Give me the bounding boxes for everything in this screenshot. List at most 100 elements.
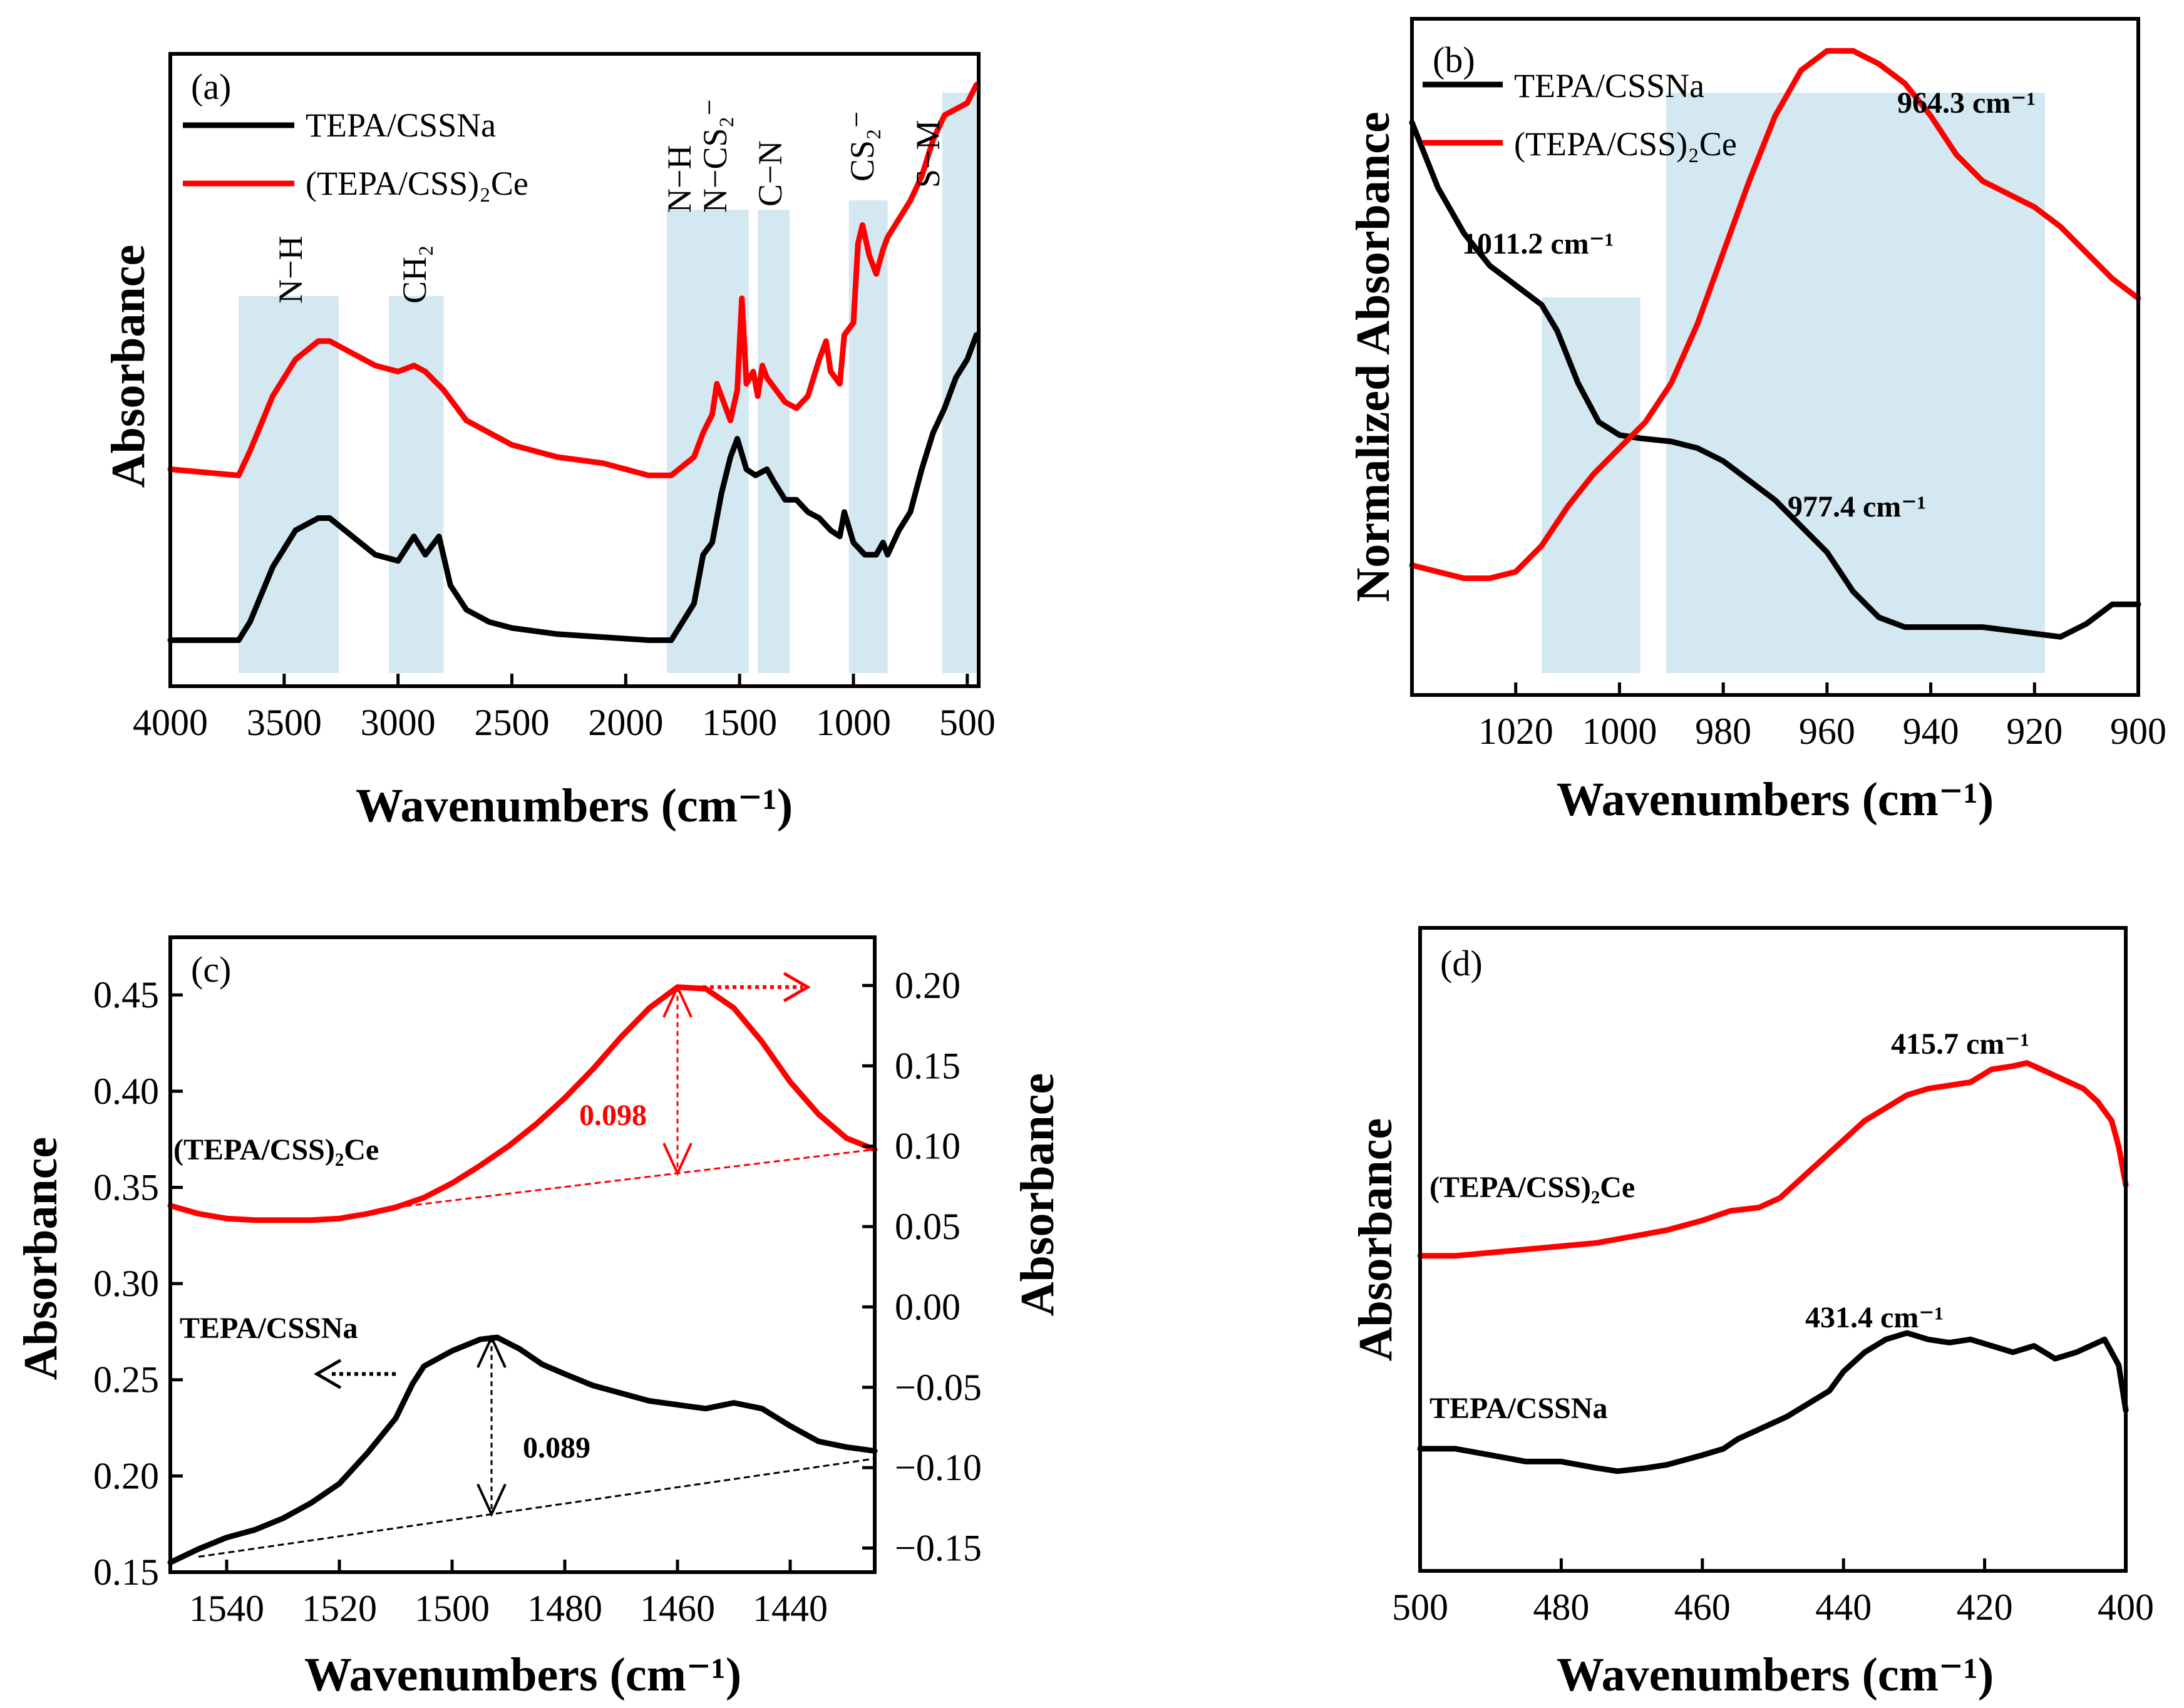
a-bands [239,93,977,673]
xtick-label-d-420: 420 [1957,1587,2013,1628]
c-ylabel: Absorbance [14,1137,67,1380]
series-a-black [167,332,979,643]
d-ylabel: Absorbance [1349,1118,1402,1361]
d-frame [1418,926,2128,1573]
xtick-label-c-1480: 1480 [527,1588,602,1629]
band-b-1 [1666,93,2045,673]
y2tick-label-c-0.1: 0.10 [895,1126,961,1167]
series-b-black [1409,120,2141,640]
xtick-label-b-900: 900 [2110,711,2166,752]
y2tick-label-c--0.15: −0.15 [895,1527,982,1568]
series-c-red [167,984,878,1223]
d-label-red: (TEPA/CSS)₂Ce [1429,1171,1635,1204]
xtick-label-c-1540: 1540 [189,1588,264,1629]
b-anno-977: 977.4 cm⁻¹ [1788,490,1926,523]
c-label-red: (TEPA/CSS)₂Ce [173,1133,379,1166]
c-red-axis-pointer-head [783,972,811,1002]
xtick-label-b-1000: 1000 [1582,711,1657,752]
b-bands [1542,93,2045,673]
xtick-label-c-1520: 1520 [302,1588,377,1629]
xtick-label-d-440: 440 [1815,1587,1872,1628]
band-a-4 [758,210,790,673]
xtick-label-d-480: 480 [1533,1587,1589,1628]
panel-c: 1540 1520 1500 1480 1460 1440 0.15 0.20 0.25 0.30… [14,935,1064,1701]
b-lines [1409,48,2141,640]
b-anno-964: 964.3 cm⁻¹ [1897,86,2036,120]
b-legend-black: TEPA/CSSNa [1514,67,1704,105]
xtick-label-d-400: 400 [2098,1587,2154,1628]
xtick-label-c-1500: 1500 [415,1588,490,1629]
y2tick-label-c-0: 0.00 [895,1286,961,1327]
ytick-label-c-0.15: 0.15 [93,1551,159,1593]
xtick-label-a-2000: 2000 [588,702,663,743]
panel-b: 1020 1000 980 960 940 920 900 (b) TEPA/CSSNa (… [1347,17,2166,826]
c-black-axis-pointer-head [314,1359,342,1389]
c-panel-label: (c) [191,949,231,990]
d-label-black: TEPA/CSSNa [1429,1392,1608,1425]
b-legend-red: (TEPA/CSS)₂Ce [1514,125,1737,163]
series-a-red [167,81,979,478]
b-panel-label: (b) [1433,39,1475,80]
c-height-red: 0.098 [579,1099,647,1132]
c-frame [168,935,877,1574]
a-band-label-ncs2: N−CS₂⁻ [696,98,734,213]
ytick-label-c-0.2: 0.20 [93,1455,159,1496]
a-xlabel: Wavenumbers (cm⁻¹) [356,779,793,832]
c-xlabel: Wavenumbers (cm⁻¹) [304,1649,741,1701]
a-lines [167,81,979,643]
panel-d: 500 480 460 440 420 400 (d) (TEPA/CSS)₂Ce TEP… [1349,926,2154,1701]
ytick-label-c-0.4: 0.40 [93,1071,159,1112]
ytick-label-c-0.45: 0.45 [93,974,159,1016]
b-ticks: 1020 1000 980 960 940 920 900 [1478,682,2166,752]
xtick-label-b-980: 980 [1695,711,1751,752]
a-band-label-cn: C−N [751,141,789,207]
y2tick-label-c--0.1: −0.10 [895,1447,982,1488]
xtick-label-b-1020: 1020 [1478,711,1553,752]
xtick-label-a-500: 500 [939,702,996,743]
a-frame [168,52,981,688]
band-a-1 [389,296,444,673]
b-xlabel: Wavenumbers (cm⁻¹) [1557,773,1994,826]
d-ticks: 500 480 460 440 420 400 [1392,1558,2154,1628]
xtick-label-c-1460: 1460 [640,1588,715,1629]
panel-a: 4000 3500 3000 2500 2000 1500 1000 500 (a) TEPA… [102,52,996,832]
y2tick-label-c-0.15: 0.15 [895,1045,961,1086]
c-black-baseline [198,1458,875,1558]
series-d-red [1417,1060,2129,1259]
a-ylabel: Absorbance [102,245,155,488]
a-band-label-sm: S−M [909,120,947,188]
b-frame [1410,17,2140,697]
xtick-label-a-3500: 3500 [247,702,322,743]
xtick-label-d-500: 500 [1392,1587,1448,1628]
a-band-labels: N−H CH₂ N−H N−CS₂⁻ C−N CS₂⁻ S−M [272,98,947,304]
xtick-label-a-1000: 1000 [816,702,891,743]
c-height-black: 0.089 [523,1431,590,1464]
d-lines [1417,1060,2129,1474]
xtick-label-b-940: 940 [1903,711,1959,752]
c-label-black: TEPA/CSSNa [180,1312,358,1345]
xtick-label-a-2500: 2500 [474,702,549,743]
y2tick-label-c-0.2: 0.20 [895,965,961,1006]
a-band-label-nh2: N−H [661,145,698,213]
a-panel-label: (a) [191,66,231,107]
a-legend-red: (TEPA/CSS)₂Ce [306,165,528,202]
a-ticks: 4000 3500 3000 2500 2000 1500 1000 500 [133,674,996,743]
band-b-0 [1542,297,1641,673]
series-d-black [1417,1330,2129,1474]
b-ylabel: Normalized Absorbance [1347,111,1399,602]
xtick-label-d-460: 460 [1674,1587,1731,1628]
c-ticks: 1540 1520 1500 1480 1460 1440 0.15 0.20 0.25 0.30… [93,965,982,1629]
d-anno-415: 415.7 cm⁻¹ [1891,1027,2029,1061]
c-y2label: Absorbance [1011,1073,1064,1316]
ytick-label-c-0.35: 0.35 [93,1166,159,1208]
xtick-label-b-920: 920 [2006,711,2063,752]
band-a-6 [942,93,977,673]
series-c-black [167,1334,878,1566]
y2tick-label-c--0.05: −0.05 [895,1367,982,1408]
d-panel-label: (d) [1440,943,1483,984]
xtick-label-c-1440: 1440 [753,1588,828,1629]
y2tick-label-c-0.05: 0.05 [895,1206,961,1247]
a-band-label-nh1: N−H [272,236,309,304]
xtick-label-b-960: 960 [1799,711,1855,752]
